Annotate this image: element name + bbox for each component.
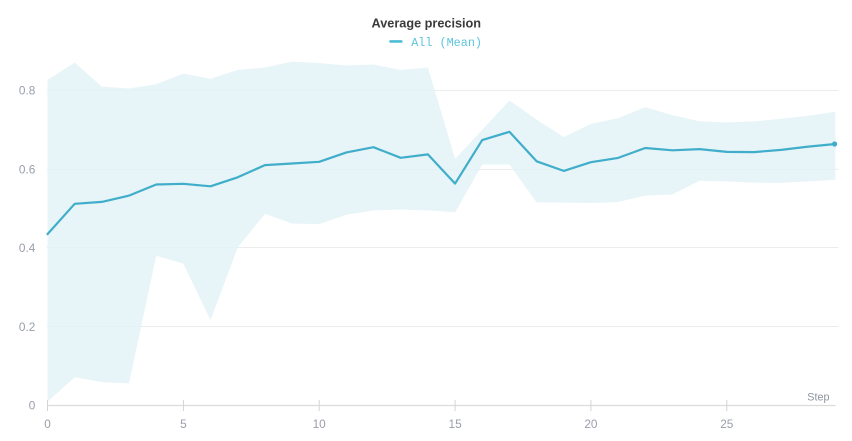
svg-text:15: 15 — [449, 417, 463, 431]
svg-text:0.4: 0.4 — [19, 241, 36, 255]
svg-text:Step: Step — [807, 391, 829, 403]
svg-text:20: 20 — [584, 417, 598, 431]
svg-text:0.2: 0.2 — [19, 320, 35, 334]
svg-text:25: 25 — [720, 417, 734, 431]
svg-text:All (Mean): All (Mean) — [411, 36, 482, 50]
svg-text:0: 0 — [29, 399, 36, 413]
svg-text:0.6: 0.6 — [19, 162, 36, 176]
svg-text:Average precision: Average precision — [372, 16, 482, 30]
svg-text:5: 5 — [180, 417, 187, 431]
svg-text:10: 10 — [313, 417, 327, 431]
svg-text:0: 0 — [44, 417, 51, 431]
svg-text:0.8: 0.8 — [19, 84, 36, 98]
